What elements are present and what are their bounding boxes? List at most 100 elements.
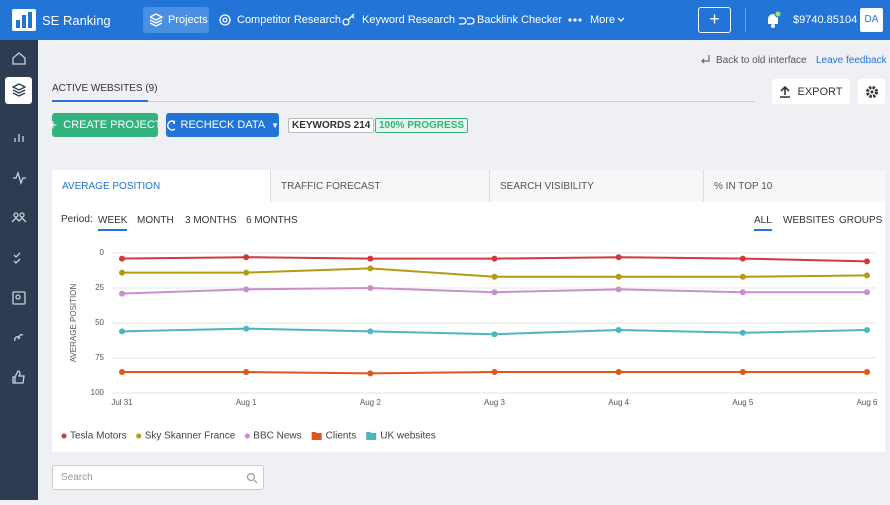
- refresh-icon: [167, 120, 175, 131]
- settings-button[interactable]: [858, 79, 885, 104]
- x-tick-label: Aug 2: [360, 398, 381, 407]
- legend-label: UK websites: [380, 431, 436, 442]
- legend-label: BBC News: [253, 431, 301, 442]
- chart-tab[interactable]: SEARCH VISIBILITY: [490, 170, 704, 202]
- chart-card: [52, 170, 885, 452]
- x-tick-label: Aug 4: [608, 398, 629, 407]
- nav-item[interactable]: Projects: [168, 14, 208, 26]
- websites-tab[interactable]: ACTIVE WEBSITES (9): [52, 83, 158, 94]
- data-point: [615, 369, 622, 375]
- data-point: [615, 286, 622, 293]
- balance: $9740.85104: [793, 14, 858, 26]
- nav-icons: [150, 13, 625, 27]
- data-point: [615, 254, 622, 261]
- data-point: [119, 269, 125, 276]
- search-placeholder: Search: [61, 472, 93, 483]
- data-point: [739, 273, 746, 280]
- export-button[interactable]: EXPORT: [772, 79, 850, 104]
- period-option[interactable]: 3 MONTHS: [185, 215, 237, 226]
- progress-badge: 100% PROGRESS: [375, 118, 469, 133]
- data-point: [367, 285, 374, 291]
- bell-icon[interactable]: [765, 11, 781, 29]
- keywords-badge: KEYWORDS 214: [288, 118, 375, 133]
- search-icon: [246, 472, 258, 484]
- y-tick-label: 100: [91, 388, 105, 397]
- data-point: [864, 258, 870, 265]
- back-link[interactable]: Back to old interface: [716, 55, 807, 66]
- nav-item[interactable]: Keyword Research: [362, 14, 455, 26]
- legend-marker: [61, 433, 67, 439]
- legend-label: Clients: [326, 431, 357, 442]
- data-point: [864, 272, 870, 279]
- data-point: [615, 327, 622, 333]
- data-point: [739, 329, 746, 336]
- tab-line: [52, 101, 755, 102]
- back-icon: [701, 55, 710, 64]
- data-point: [367, 328, 374, 335]
- recheck-button[interactable]: RECHECK DATA ▼: [166, 113, 279, 137]
- legend-marker: [136, 433, 142, 439]
- legend-label: Tesla Motors: [70, 431, 127, 442]
- period-label: Period:: [61, 214, 93, 225]
- data-point: [491, 273, 498, 280]
- logo-icon: [12, 9, 36, 31]
- y-tick-label: 50: [95, 318, 104, 327]
- logo-text: SE Ranking: [42, 13, 111, 28]
- recheck-label: RECHECK DATA: [180, 119, 266, 131]
- y-axis-label: AVERAGE POSITION: [69, 284, 78, 363]
- data-point: [243, 269, 250, 276]
- data-point: [615, 273, 622, 280]
- data-point: [367, 265, 374, 272]
- data-point: [739, 369, 746, 375]
- y-tick-label: 25: [95, 283, 104, 292]
- data-point: [119, 255, 125, 262]
- view-option[interactable]: ALL: [754, 215, 772, 231]
- nav-item[interactable]: More: [590, 14, 616, 26]
- data-point: [491, 369, 498, 375]
- x-tick-label: Aug 6: [857, 398, 878, 407]
- chart-tab[interactable]: AVERAGE POSITION: [52, 170, 271, 202]
- x-tick-label: Aug 5: [732, 398, 753, 407]
- data-point: [367, 370, 374, 377]
- gear-icon: [865, 85, 878, 98]
- export-icon: [780, 85, 791, 98]
- view-option[interactable]: GROUPS: [839, 215, 883, 226]
- export-label: EXPORT: [797, 85, 843, 98]
- legend-marker: [311, 432, 322, 440]
- data-point: [864, 369, 870, 375]
- nav-item[interactable]: Competitor Research: [237, 14, 341, 26]
- data-point: [243, 369, 250, 375]
- feedback-link[interactable]: Leave feedback: [816, 55, 887, 66]
- caret: ▼: [271, 120, 279, 130]
- x-tick-label: Aug 1: [236, 398, 257, 407]
- search-box[interactable]: Search: [52, 465, 264, 490]
- add-button[interactable]: +: [698, 7, 731, 33]
- chart-tab[interactable]: % IN TOP 10: [704, 170, 885, 202]
- create-label: CREATE PROJECT: [63, 119, 162, 131]
- period-option[interactable]: MONTH: [137, 215, 174, 226]
- data-point: [243, 286, 250, 293]
- period-option[interactable]: 6 MONTHS: [246, 215, 298, 226]
- x-tick-label: Aug 3: [484, 398, 505, 407]
- data-point: [864, 289, 870, 296]
- x-tick-label: Jul 31: [111, 398, 133, 407]
- divider: [745, 8, 746, 32]
- legend-marker: [244, 433, 250, 439]
- data-point: [491, 289, 498, 296]
- data-point: [119, 328, 125, 335]
- chart-tab[interactable]: TRAFFIC FORECAST: [271, 170, 490, 202]
- legend-marker: [366, 432, 377, 440]
- nav-active-bg[interactable]: [143, 7, 209, 33]
- avatar[interactable]: DA: [860, 8, 883, 32]
- chart: AVERAGE POSITION 0 25 50 75 100 Jul 31 Aug 1 Au…: [61, 248, 878, 442]
- data-point: [119, 290, 125, 297]
- data-point: [739, 255, 746, 262]
- create-project-button[interactable]: + CREATE PROJECT: [49, 113, 162, 137]
- data-point: [243, 325, 250, 332]
- data-point: [864, 327, 870, 333]
- view-option[interactable]: WEBSITES: [783, 215, 835, 226]
- top-bar: SE Ranking Projects Competitor Research …: [0, 0, 890, 40]
- y-tick-label: 0: [100, 248, 105, 257]
- nav-item[interactable]: Backlink Checker: [477, 14, 562, 26]
- period-option[interactable]: WEEK: [98, 215, 128, 231]
